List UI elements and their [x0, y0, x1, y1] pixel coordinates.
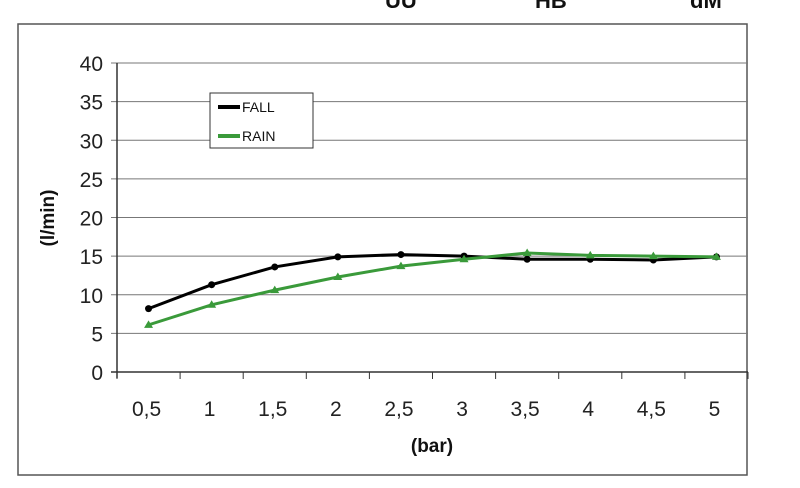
x-axis-title: (bar) [411, 436, 453, 457]
y-tick-label: 0 [91, 362, 103, 385]
data-point-rain [144, 320, 154, 328]
data-point-rain [333, 272, 343, 280]
series-line-rain [148, 251, 717, 327]
chart-frame [17, 23, 748, 476]
data-point-rain [396, 261, 406, 270]
header-fragment: UU [385, 0, 417, 13]
y-axis-title: (l/min) [38, 190, 59, 247]
data-point-rain [522, 248, 532, 257]
header-fragment: dM [690, 0, 722, 13]
x-tick-label: 4 [582, 398, 594, 421]
y-tick-label: 40 [80, 53, 103, 76]
data-point-rain [270, 285, 280, 294]
data-point-fall [208, 281, 216, 289]
data-point-rain [459, 254, 469, 263]
y-tick-label: 15 [80, 246, 103, 269]
data-point-fall [145, 305, 153, 313]
x-tick-label: 3 [456, 398, 468, 421]
y-tick-label: 35 [80, 92, 103, 115]
x-tick-label: 5 [709, 398, 721, 421]
header-fragment: HB [535, 0, 567, 13]
x-tick-label: 2,5 [384, 398, 413, 421]
legend: FALL RAIN [209, 92, 314, 149]
data-point-rain [711, 252, 721, 260]
x-tick-label: 3,5 [511, 398, 540, 421]
y-tick-label: 25 [80, 169, 103, 192]
x-tick-label: 1 [204, 398, 216, 421]
series-line-fall [148, 253, 717, 311]
y-tick-label: 30 [80, 130, 103, 153]
data-point-rain [648, 251, 658, 260]
y-tick-label: 20 [80, 208, 103, 231]
y-tick-label: 5 [91, 323, 103, 346]
data-point-fall [523, 255, 531, 263]
data-point-rain [207, 300, 217, 308]
legend-label-fall: FALL [242, 99, 275, 115]
data-point-fall [271, 263, 279, 271]
legend-label-rain: RAIN [242, 128, 275, 144]
data-point-fall [334, 253, 342, 261]
y-tick-label: 10 [80, 285, 103, 308]
data-point-fall [397, 251, 405, 259]
x-tick-label: 0,5 [132, 398, 161, 421]
x-tick-label: 1,5 [258, 398, 287, 421]
x-tick-label: 2 [330, 398, 342, 421]
data-point-rain [585, 250, 595, 259]
x-tick-label: 4,5 [637, 398, 666, 421]
